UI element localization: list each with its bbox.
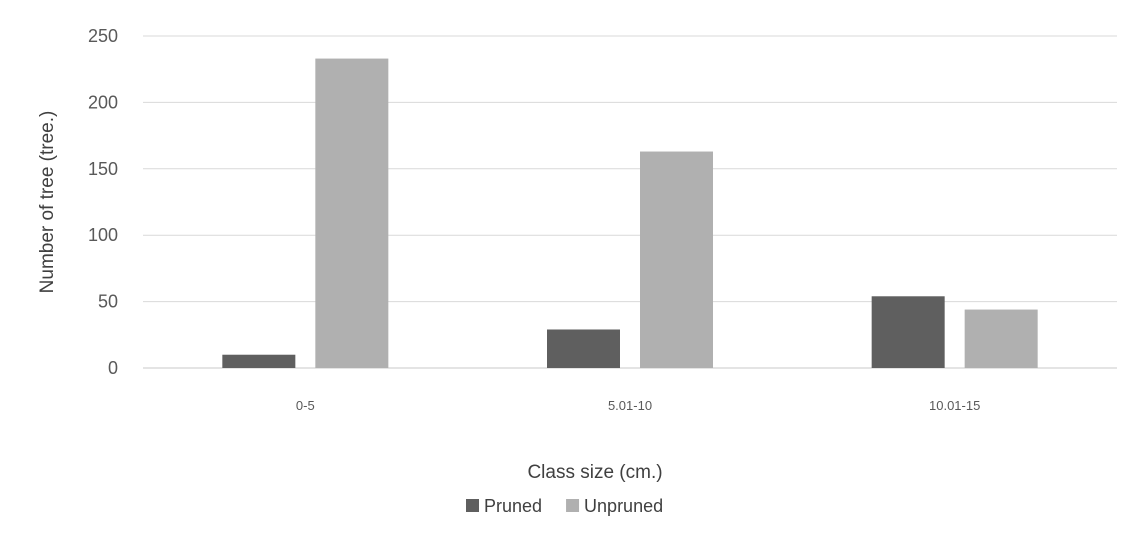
y-axis-title: Number of tree (tree.) xyxy=(37,111,58,294)
legend-swatch-pruned xyxy=(466,499,479,512)
legend-swatch-unpruned xyxy=(566,499,580,512)
y-tick-label: 100 xyxy=(88,225,118,245)
x-tick-label: 0-5 xyxy=(296,398,315,413)
bars xyxy=(222,58,1038,369)
y-tick-label: 250 xyxy=(88,26,118,46)
x-tick-label: 10.01-15 xyxy=(929,398,980,413)
bar-pruned-2 xyxy=(547,329,620,368)
y-tick-labels: 0 50 100 150 200 250 xyxy=(88,26,118,378)
gridlines xyxy=(143,35,1117,369)
y-tick-label: 200 xyxy=(88,92,118,112)
legend: Pruned Unpruned xyxy=(466,496,663,516)
legend-label-unpruned: Unpruned xyxy=(584,496,663,516)
bar-pruned-3 xyxy=(871,296,945,368)
x-tick-label: 5.01-10 xyxy=(608,398,652,413)
x-tick-labels: 0-5 5.01-10 10.01-15 xyxy=(296,398,980,413)
y-tick-label: 50 xyxy=(98,292,118,312)
x-axis-title: Class size (cm.) xyxy=(527,462,662,483)
bar-pruned-1 xyxy=(222,354,296,368)
y-tick-label: 0 xyxy=(108,358,118,378)
y-tick-label: 150 xyxy=(88,159,118,179)
legend-label-pruned: Pruned xyxy=(484,496,542,516)
bar-unpruned-2 xyxy=(640,151,713,368)
bar-unpruned-3 xyxy=(964,309,1038,368)
bar-unpruned-1 xyxy=(315,58,389,369)
